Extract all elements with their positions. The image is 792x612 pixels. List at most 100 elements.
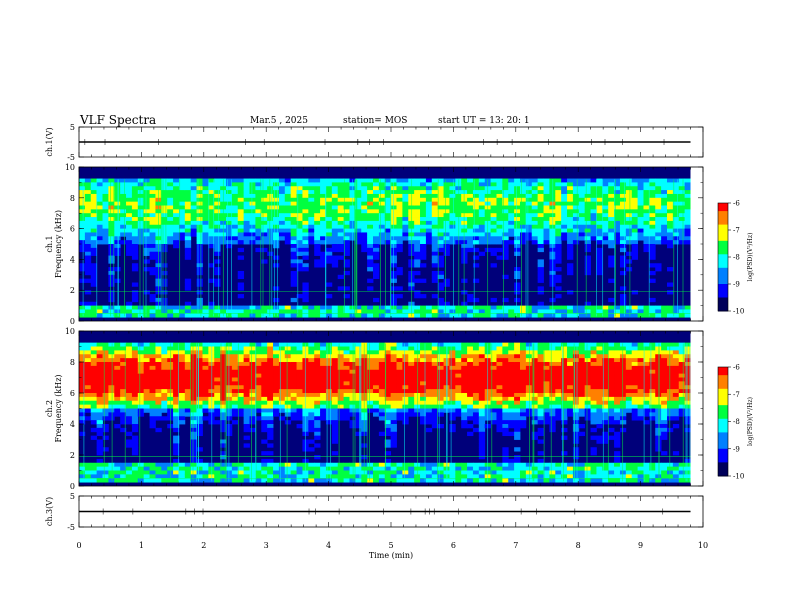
spectrogram-cell xyxy=(126,470,133,475)
spectrogram-cell xyxy=(608,255,615,260)
spectrogram-cell xyxy=(331,365,339,371)
spectrogram-cell xyxy=(514,247,521,253)
spectrogram-cell xyxy=(555,381,562,386)
spectrogram-cell xyxy=(514,290,521,295)
spectrogram-cell xyxy=(290,217,297,222)
spectrogram-cell xyxy=(661,305,668,310)
spectrogram-cell xyxy=(155,389,162,394)
spectrogram-cell xyxy=(190,416,197,421)
spectrogram-cell xyxy=(478,400,486,406)
spectrogram-cell xyxy=(561,451,568,456)
spectrogram-cell xyxy=(525,220,533,226)
spectrogram-cell xyxy=(214,362,221,367)
spectrogram-cell xyxy=(167,186,174,191)
spectrogram-cell xyxy=(425,358,433,363)
spectrogram-cell xyxy=(155,396,162,402)
spectrogram-cell xyxy=(555,404,562,409)
spectrogram-cell xyxy=(408,377,415,382)
spectrogram-cell xyxy=(572,358,580,363)
spectrogram-cell xyxy=(672,309,680,314)
spectrogram-cell xyxy=(555,342,562,347)
spectrogram-cell xyxy=(449,236,456,241)
spectrogram-cell xyxy=(314,232,321,237)
spectrogram-cell xyxy=(231,228,239,233)
spectrogram-cell xyxy=(425,217,433,222)
spectrogram-cell xyxy=(378,389,386,394)
spectrogram-cell xyxy=(325,354,333,359)
spectrogram-cell xyxy=(596,217,603,222)
spectrogram-cell xyxy=(96,377,103,382)
spectrogram-cell xyxy=(396,346,403,351)
spectrogram-cell xyxy=(325,305,333,310)
spectrogram-cell xyxy=(614,201,621,206)
spectrogram-cell xyxy=(420,220,427,226)
spectrogram-cell xyxy=(79,313,86,318)
spectrogram-cell xyxy=(672,190,680,195)
spectrogram-cell xyxy=(308,400,315,406)
spectrogram-cell xyxy=(267,193,274,199)
spectrogram-cell xyxy=(90,270,98,276)
spectrogram-cell xyxy=(420,255,427,260)
spectrogram-cell xyxy=(684,228,691,233)
spectrogram-cell xyxy=(331,385,339,390)
spectrogram-cell xyxy=(443,282,450,287)
spectrogram-cell xyxy=(373,377,380,382)
spectrogram-cell xyxy=(278,213,286,218)
spectrogram-cell xyxy=(184,309,192,314)
spectrogram-cell xyxy=(290,365,297,371)
spectrogram-cell xyxy=(396,412,403,417)
spectrogram-cell xyxy=(461,478,468,483)
spectrogram-cell xyxy=(84,278,92,283)
spectrogram-cell xyxy=(102,350,109,355)
spectrogram-cell xyxy=(555,362,562,367)
spectrogram-cell xyxy=(514,447,521,452)
spectrogram-cell xyxy=(602,217,609,222)
spectrogram-cell xyxy=(237,466,245,471)
spectrogram-cell xyxy=(537,427,544,433)
spectrogram-cell xyxy=(237,313,245,318)
spectrogram-cell xyxy=(437,205,444,210)
spectrogram-cell xyxy=(237,309,245,314)
spectrogram-cell xyxy=(196,412,203,417)
spectrogram-cell xyxy=(90,381,98,386)
spectrogram-cell xyxy=(255,309,262,314)
spectrogram-cell xyxy=(261,439,268,444)
spectrogram-cell xyxy=(584,263,591,268)
spectrogram-cell xyxy=(555,462,562,468)
spectrogram-cell xyxy=(102,313,109,318)
spectrogram-cell xyxy=(649,244,656,249)
spectrogram-cell xyxy=(178,205,186,210)
spectrogram-cell xyxy=(490,466,497,471)
spectrogram-cell xyxy=(108,408,115,413)
spectrogram-cell xyxy=(231,201,239,206)
spectrogram-cell xyxy=(84,385,92,390)
spectrogram-cell xyxy=(514,224,521,229)
spectrogram-cell xyxy=(420,224,427,229)
spectrogram-cell xyxy=(420,247,427,253)
spectrogram-cell xyxy=(525,224,533,229)
spectrogram-cell xyxy=(184,213,192,218)
spectrogram-cell xyxy=(84,381,92,386)
spectrogram-cell xyxy=(508,197,515,203)
spectrogram-cell xyxy=(396,294,403,299)
spectrogram-cell xyxy=(373,178,380,183)
spectrogram-cell xyxy=(202,224,209,229)
spectrogram-cell xyxy=(384,458,392,464)
spectrogram-cell xyxy=(361,197,368,203)
spectrogram-cell xyxy=(131,420,139,425)
spectrogram-cell xyxy=(349,362,356,367)
spectrogram-cell xyxy=(567,197,574,203)
spectrogram-cell xyxy=(414,404,421,409)
spectrogram-cell xyxy=(614,186,621,191)
spectrogram-cell xyxy=(126,466,133,471)
spectrogram-cell xyxy=(302,305,309,310)
spectrogram-cell xyxy=(590,385,597,390)
spectrogram-cell xyxy=(149,408,156,413)
spectrogram-cell xyxy=(161,197,168,203)
spectrogram-cell xyxy=(437,190,444,195)
spectrogram-cell xyxy=(173,220,180,226)
spectrogram-cell xyxy=(249,186,256,191)
spectrogram-cell xyxy=(561,412,568,417)
spectrogram-cell xyxy=(496,182,503,187)
spectrogram-cell xyxy=(79,232,86,237)
